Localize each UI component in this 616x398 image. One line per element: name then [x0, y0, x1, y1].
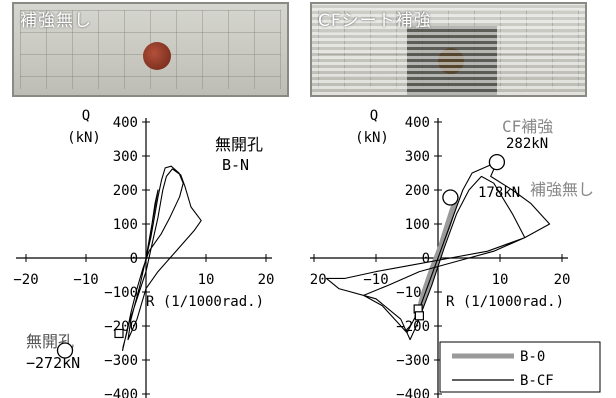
y-tick-label: 200 — [113, 183, 138, 199]
y-tick-label: 400 — [405, 115, 430, 131]
y-axis-label-q: Q — [370, 108, 378, 124]
specimen-label-code: B-N — [222, 156, 249, 174]
base-annotation-value: 178kN — [478, 185, 520, 201]
y-tick-label: 100 — [113, 217, 138, 233]
y-tick-label: 300 — [405, 149, 430, 165]
photo-opening-hole — [143, 42, 171, 70]
y-tick-label: −400 — [104, 387, 138, 398]
peak-marker-square — [414, 311, 425, 321]
photo-scanline-overlay — [312, 4, 585, 95]
x-tick-label: −10 — [363, 272, 388, 288]
x-tick-label: −10 — [73, 272, 98, 288]
series-line-b-n — [122, 165, 202, 352]
peak-marker-square — [114, 328, 124, 339]
y-axis-label-unit: (kN) — [67, 130, 101, 146]
x-axis-label: R (1/1000rad.) — [146, 294, 264, 310]
y-axis-label-unit: (kN) — [355, 130, 389, 146]
x-tick-label: 20 — [258, 272, 275, 288]
photo-left-label: 補強無し — [20, 11, 92, 31]
x-tick-label: 10 — [492, 272, 509, 288]
y-axis-label-q: Q — [82, 108, 90, 124]
legend-box — [439, 341, 601, 393]
left-hysteresis-chart: −20 −10 10 204003002001000−100−200−300−400 … — [13, 108, 275, 398]
series-line-b-cf — [325, 161, 551, 341]
peak-neg-label-value: −272kN — [26, 354, 80, 372]
x-tick-label: 20 — [554, 272, 571, 288]
cf-annotation-label: CF補強 — [502, 117, 553, 136]
chart-legend: B-0 B-CF — [439, 341, 601, 393]
peak-marker-circle — [442, 189, 459, 206]
y-tick-label: 0 — [422, 251, 430, 267]
y-tick-label: −300 — [396, 353, 430, 369]
y-tick-label: 300 — [113, 149, 138, 165]
cf-annotation-value: 282kN — [506, 136, 548, 152]
y-tick-label: 0 — [130, 251, 138, 267]
x-tick-label: −20 — [13, 272, 38, 288]
y-tick-label: −400 — [396, 387, 430, 398]
photo-no-reinforcement: 補強無し — [12, 2, 289, 97]
photo-cf-sheet-reinforcement: CFシート補強 — [310, 2, 587, 97]
x-tick-label: 10 — [198, 272, 215, 288]
x-tick-label: −20 — [310, 272, 327, 288]
y-tick-label: 400 — [113, 115, 138, 131]
right-hysteresis-chart: −20−1010204003002001000−100−200−300−400 … — [310, 108, 601, 398]
y-tick-label: 100 — [405, 217, 430, 233]
specimen-label-name: 無開孔 — [215, 135, 263, 154]
y-tick-label: −300 — [104, 353, 138, 369]
y-tick-label: −100 — [104, 285, 138, 301]
x-axis-label: R (1/1000rad.) — [446, 294, 564, 310]
base-annotation-label: 補強無し — [530, 180, 594, 199]
legend-label-bcf: B-CF — [520, 373, 554, 389]
peak-marker-circle — [488, 153, 506, 171]
peak-marker-circle — [56, 342, 74, 359]
photo-right-label: CFシート補強 — [318, 11, 432, 31]
y-tick-label: 200 — [405, 183, 430, 199]
legend-label-b0: B-0 — [520, 349, 545, 365]
